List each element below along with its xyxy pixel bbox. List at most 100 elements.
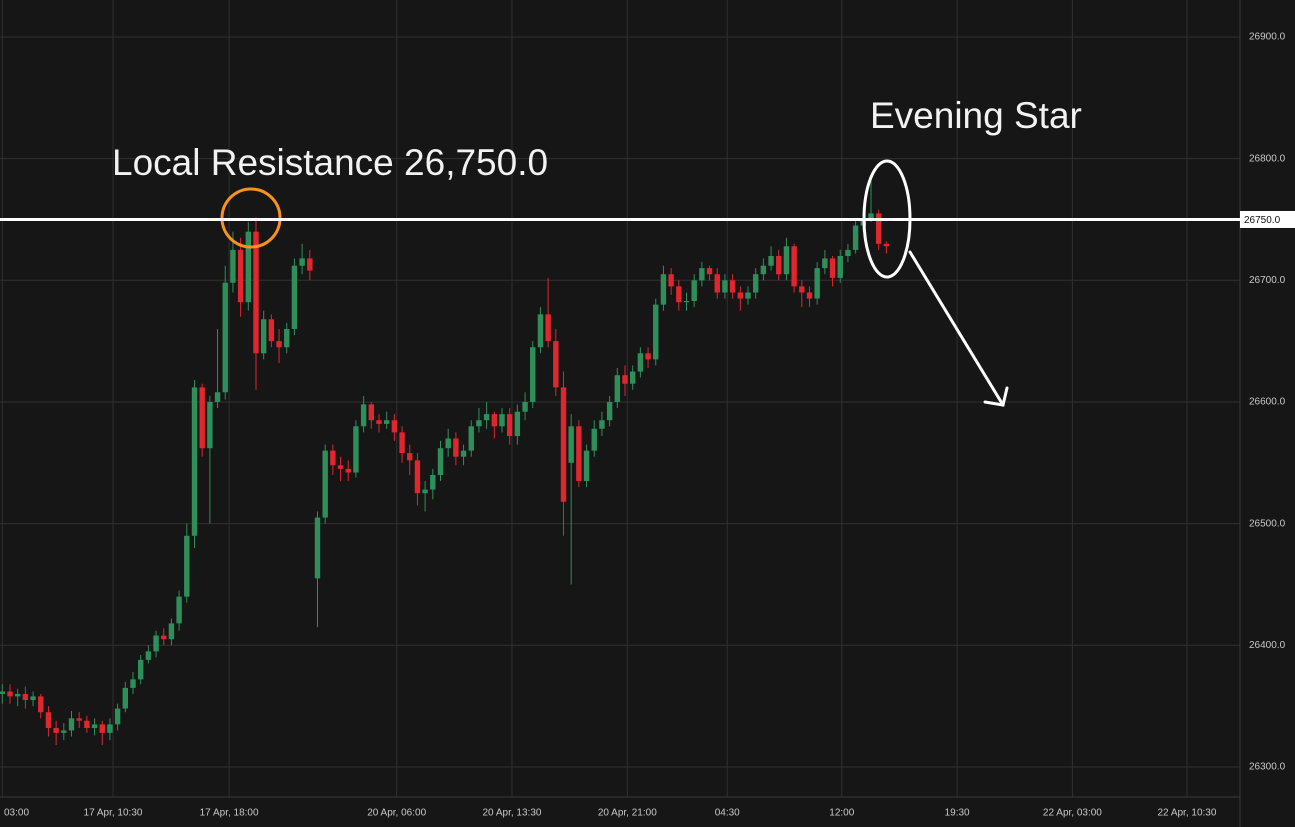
x-tick-label: 17 Apr, 18:00 — [200, 808, 259, 819]
candle-body — [752, 274, 759, 293]
candle-body — [491, 414, 498, 427]
candle-body — [153, 635, 159, 652]
y-tick-label: 26800.0 — [1249, 153, 1286, 164]
x-tick-label: 22 Apr, 10:30 — [1157, 808, 1216, 819]
candle-body — [376, 420, 382, 424]
y-tick-label: 26900.0 — [1249, 32, 1286, 43]
candle-body — [130, 679, 136, 688]
candle-body — [760, 265, 767, 275]
candle-body — [622, 375, 628, 384]
x-tick-label: 12:00 — [829, 808, 854, 819]
candles — [0, 180, 890, 746]
candle-body — [591, 428, 597, 451]
candle-body — [291, 265, 298, 329]
candle-body — [653, 304, 659, 360]
x-tick-label: 20 Apr, 21:00 — [598, 808, 657, 819]
candle-body — [453, 438, 459, 457]
candle-body — [499, 414, 505, 427]
x-tick-label: 22 Apr, 03:00 — [1043, 808, 1102, 819]
candle-body — [583, 450, 590, 482]
candle-body — [30, 696, 36, 701]
candle-body — [214, 392, 221, 402]
candle-body — [476, 420, 482, 427]
candle-body — [0, 691, 6, 694]
candle-body — [322, 450, 328, 518]
candle-body — [729, 280, 736, 293]
candle-body — [353, 426, 359, 473]
candle-body — [460, 450, 467, 457]
candle-body — [284, 328, 290, 348]
resistance-annotation: Local Resistance 26,750.0 — [112, 142, 548, 183]
y-tick-label: 26300.0 — [1249, 762, 1286, 773]
candle-body — [91, 724, 98, 729]
candle-body — [368, 404, 375, 421]
x-tick-label: 17 Apr, 10:30 — [84, 808, 143, 819]
candle-body — [568, 426, 574, 463]
candle-body — [645, 353, 651, 360]
candle-body — [829, 258, 836, 278]
candle-body — [468, 426, 474, 451]
candle-body — [191, 387, 198, 536]
candle-body — [822, 258, 828, 269]
candle-body — [560, 387, 567, 502]
candle-body — [307, 258, 313, 271]
candle-body — [276, 341, 282, 348]
candle-body — [430, 474, 436, 490]
candle-body — [99, 724, 105, 733]
candle-body — [107, 724, 113, 733]
candle-body — [176, 596, 182, 624]
candle-body — [237, 249, 244, 303]
candle-body — [660, 274, 667, 305]
candle-body — [629, 371, 636, 384]
candle-body — [545, 314, 551, 342]
candle-body — [791, 246, 797, 287]
candle-body — [245, 231, 252, 303]
candle-body — [637, 353, 644, 372]
candle-body — [814, 268, 820, 299]
candle-body — [7, 691, 13, 697]
price-label: 26750.0 — [1244, 215, 1281, 226]
candle-body — [122, 687, 129, 709]
candle-body — [168, 623, 175, 640]
candle-body — [614, 375, 621, 402]
candle-body — [868, 213, 874, 220]
candle-body — [299, 258, 305, 266]
grid — [0, 0, 1240, 797]
candle-body — [137, 659, 144, 680]
y-tick-label: 26600.0 — [1249, 397, 1286, 408]
candle-body — [268, 319, 275, 342]
candle-body — [806, 292, 813, 299]
candle-body — [722, 280, 728, 293]
candle-body — [45, 712, 52, 729]
candle-body — [783, 246, 790, 275]
candle-body — [530, 347, 536, 402]
candle-body — [360, 404, 367, 427]
arrow — [908, 250, 1009, 407]
candle-body — [260, 319, 267, 354]
arrow-shaft — [908, 250, 1005, 407]
candle-body — [745, 292, 751, 299]
price-label-box — [1240, 210, 1295, 228]
candle-body — [207, 401, 213, 449]
candle-body — [230, 249, 236, 283]
candle-body — [84, 720, 90, 729]
candle-body — [737, 292, 744, 299]
candle-body — [845, 249, 851, 256]
x-tick-label: 20 Apr, 06:00 — [367, 808, 426, 819]
candle-body — [68, 718, 75, 731]
candle-body — [38, 696, 44, 713]
candle-body — [383, 420, 390, 424]
candle-body — [699, 268, 705, 281]
candle-body — [391, 420, 398, 433]
candle-body — [506, 414, 513, 437]
candle-body — [184, 535, 190, 597]
candle-body — [345, 468, 351, 473]
candle-body — [553, 341, 559, 388]
candle-body — [337, 465, 344, 469]
candle-body — [576, 426, 582, 482]
candle-body — [76, 718, 82, 721]
candle-body — [776, 255, 782, 275]
